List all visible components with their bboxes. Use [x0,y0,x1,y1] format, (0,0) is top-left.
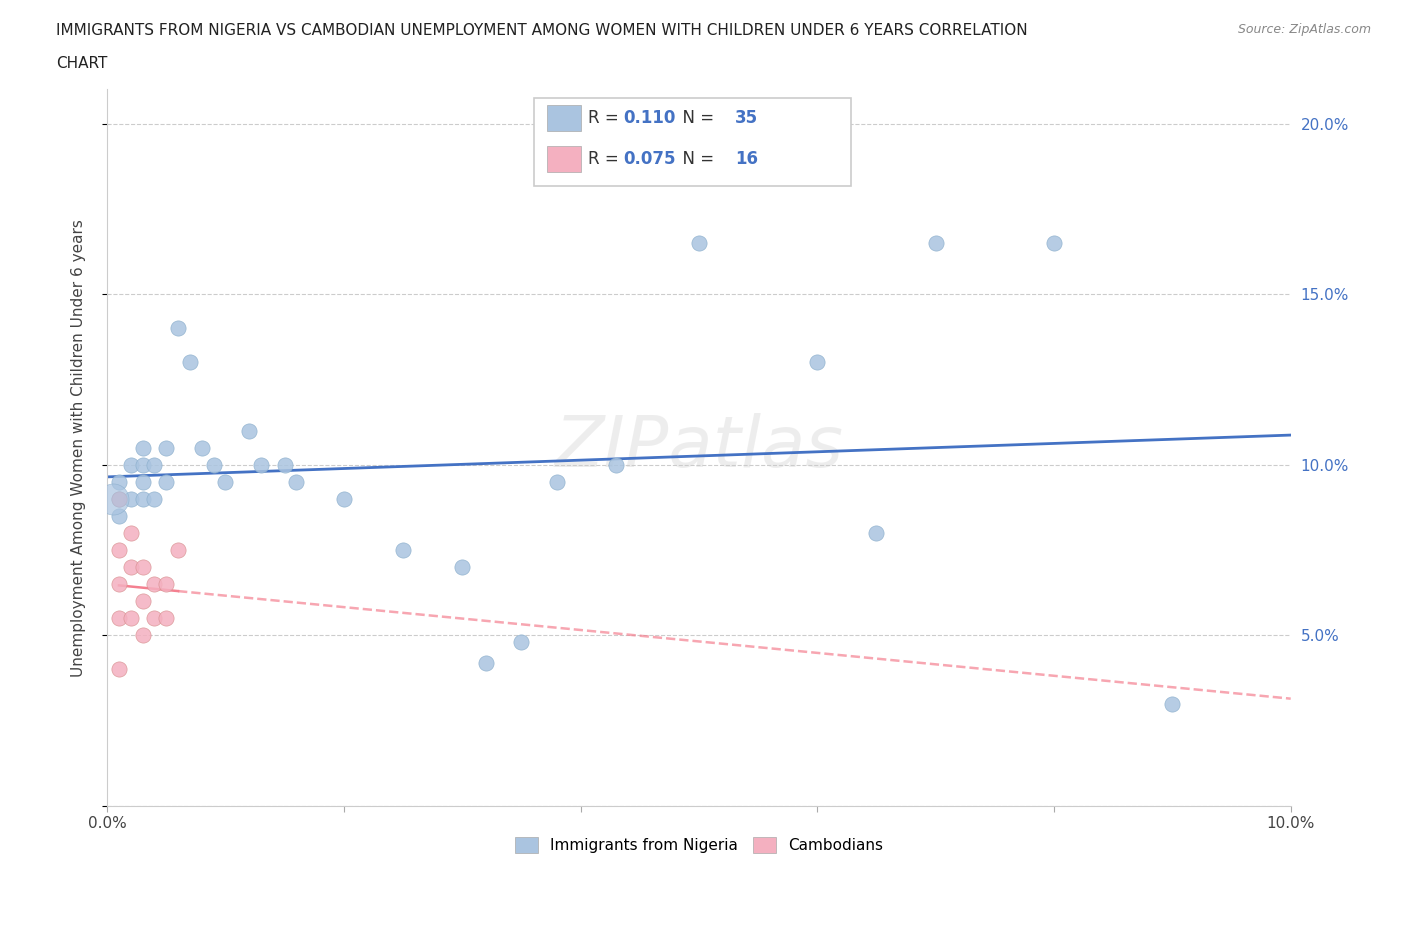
Point [250,458,273,472]
Point [179,355,201,370]
Text: 35: 35 [735,109,758,127]
Text: 0.110: 0.110 [623,109,675,127]
Point [108,491,131,506]
Point [131,458,153,472]
Text: 0.075: 0.075 [623,150,675,168]
Point [202,458,225,472]
Point [108,662,131,677]
Point [191,440,214,455]
Point [924,235,946,250]
Point [1161,697,1184,711]
Y-axis label: Unemployment Among Women with Children Under 6 years: Unemployment Among Women with Children U… [72,219,86,677]
Point [131,593,153,608]
Point [167,321,190,336]
Point [865,525,887,540]
Point [155,474,177,489]
Point [120,611,142,626]
Text: CHART: CHART [56,56,108,71]
Point [131,440,153,455]
Point [238,423,260,438]
Point [155,611,177,626]
Point [273,458,295,472]
Point [108,577,131,591]
Point [131,491,153,506]
Point [451,560,474,575]
Point [108,542,131,557]
Point [143,458,166,472]
Point [806,355,828,370]
Text: N =: N = [672,109,720,127]
Text: R =: R = [588,109,624,127]
Point [688,235,710,250]
Point [546,474,568,489]
Text: R =: R = [588,150,624,168]
Point [108,509,131,524]
Point [155,577,177,591]
Point [108,491,131,506]
Point [108,611,131,626]
Point [475,656,498,671]
Text: N =: N = [672,150,720,168]
Point [392,542,415,557]
Point [214,474,236,489]
Point [120,525,142,540]
Point [333,491,356,506]
Point [285,474,308,489]
Point [120,458,142,472]
Point [167,542,190,557]
Point [120,560,142,575]
Point [143,611,166,626]
Text: ZIPatlas: ZIPatlas [554,413,844,482]
Point [131,628,153,643]
Point [155,440,177,455]
Point [131,560,153,575]
Point [108,474,131,489]
Point [143,577,166,591]
Point [605,458,627,472]
Point [120,491,142,506]
Point [1043,235,1066,250]
Text: Source: ZipAtlas.com: Source: ZipAtlas.com [1237,23,1371,36]
Point [101,491,124,506]
Text: 16: 16 [735,150,758,168]
Text: IMMIGRANTS FROM NIGERIA VS CAMBODIAN UNEMPLOYMENT AMONG WOMEN WITH CHILDREN UNDE: IMMIGRANTS FROM NIGERIA VS CAMBODIAN UNE… [56,23,1028,38]
Legend: Immigrants from Nigeria, Cambodians: Immigrants from Nigeria, Cambodians [509,831,889,859]
Point [510,635,533,650]
Point [143,491,166,506]
Point [131,474,153,489]
